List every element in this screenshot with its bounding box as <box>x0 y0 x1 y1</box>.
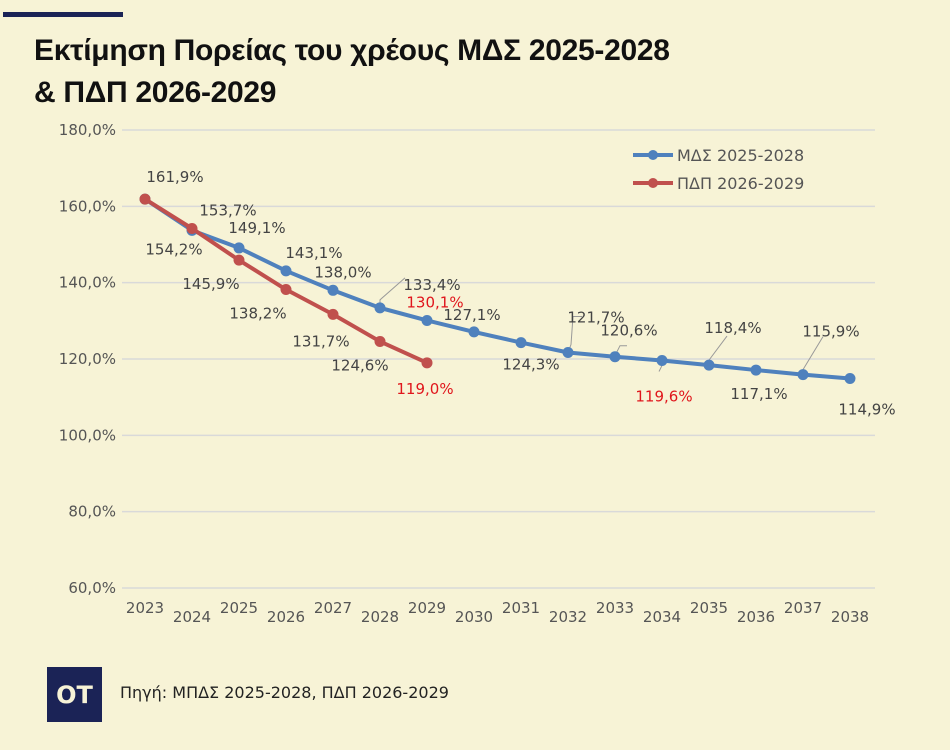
mds-point <box>374 302 386 314</box>
data-label: 114,9% <box>838 400 895 418</box>
pdp-point <box>139 193 151 205</box>
chart-title: Εκτίμηση Πορείας του χρέους ΜΔΣ 2025-202… <box>34 30 914 114</box>
mds-point <box>280 265 292 277</box>
accent-bar <box>3 12 123 17</box>
leader-line <box>802 336 824 375</box>
data-label: 130,1% <box>406 293 463 311</box>
pdp-point <box>374 335 386 347</box>
mds-point <box>703 359 715 371</box>
mds-point <box>233 242 245 254</box>
x-tick-label: 2038 <box>831 608 869 626</box>
mds-point <box>844 372 856 384</box>
mds-point <box>515 337 527 349</box>
data-label: 133,4% <box>403 276 460 294</box>
x-tick-label: 2029 <box>408 599 446 617</box>
ot-logo: ΟΤ <box>47 667 102 722</box>
title-line-1: Εκτίμηση Πορείας του χρέους ΜΔΣ 2025-202… <box>34 34 670 67</box>
pdp-point <box>186 222 198 234</box>
pdp-point <box>233 254 245 266</box>
data-label: 124,3% <box>502 356 559 374</box>
y-tick-label: 120,0% <box>59 350 116 368</box>
x-tick-label: 2034 <box>643 608 681 626</box>
y-tick-label: 60,0% <box>68 579 116 597</box>
x-tick-label: 2031 <box>502 599 540 617</box>
x-tick-label: 2028 <box>361 608 399 626</box>
legend-label: ΠΔΠ 2026-2029 <box>677 174 804 193</box>
mds-point <box>656 355 668 367</box>
data-label: 119,6% <box>635 388 692 406</box>
data-label: 138,2% <box>229 305 286 323</box>
x-tick-label: 2024 <box>173 608 211 626</box>
y-tick-label: 140,0% <box>59 274 116 292</box>
data-label: 117,1% <box>730 385 787 403</box>
x-tick-label: 2032 <box>549 608 587 626</box>
data-label: 118,4% <box>704 319 761 337</box>
y-tick-label: 80,0% <box>68 503 116 521</box>
mds-point <box>327 284 339 296</box>
x-tick-label: 2027 <box>314 599 352 617</box>
data-label: 124,6% <box>331 356 388 374</box>
pdp-point <box>327 308 339 320</box>
legend-swatch-marker <box>648 178 658 188</box>
x-tick-label: 2033 <box>596 599 634 617</box>
title-line-2: & ΠΔΠ 2026-2029 <box>34 76 277 109</box>
data-label: 153,7% <box>199 201 256 219</box>
legend-swatch-marker <box>648 150 658 160</box>
mds-point <box>468 326 480 338</box>
source-note: Πηγή: ΜΠΔΣ 2025-2028, ΠΔΠ 2026-2029 <box>120 683 449 702</box>
mds-point <box>421 314 433 326</box>
data-label: 119,0% <box>396 380 453 398</box>
data-label: 115,9% <box>802 323 859 341</box>
data-label: 143,1% <box>285 244 342 262</box>
data-label: 161,9% <box>146 168 203 186</box>
data-label: 127,1% <box>443 306 500 324</box>
data-label: 131,7% <box>292 332 349 350</box>
x-tick-label: 2025 <box>220 599 258 617</box>
data-label: 120,6% <box>600 322 657 340</box>
x-tick-label: 2036 <box>737 608 775 626</box>
mds-line <box>143 197 851 381</box>
mds-point <box>609 351 621 363</box>
data-label: 121,7% <box>567 309 624 327</box>
y-tick-label: 160,0% <box>59 197 116 215</box>
pdp-point <box>280 284 292 296</box>
data-label: 145,9% <box>182 275 239 293</box>
x-tick-label: 2023 <box>126 599 164 617</box>
data-label: 138,0% <box>314 263 371 281</box>
y-tick-label: 180,0% <box>59 121 116 139</box>
mds-point <box>797 369 809 381</box>
data-label: 154,2% <box>145 240 202 258</box>
legend-label: ΜΔΣ 2025-2028 <box>677 146 804 165</box>
y-tick-label: 100,0% <box>59 426 116 444</box>
x-tick-label: 2037 <box>784 599 822 617</box>
x-tick-label: 2026 <box>267 608 305 626</box>
mds-point <box>750 364 762 376</box>
x-tick-label: 2035 <box>690 599 728 617</box>
mds-point <box>562 347 574 359</box>
x-tick-label: 2030 <box>455 608 493 626</box>
pdp-point <box>421 357 433 369</box>
data-label: 149,1% <box>228 219 285 237</box>
